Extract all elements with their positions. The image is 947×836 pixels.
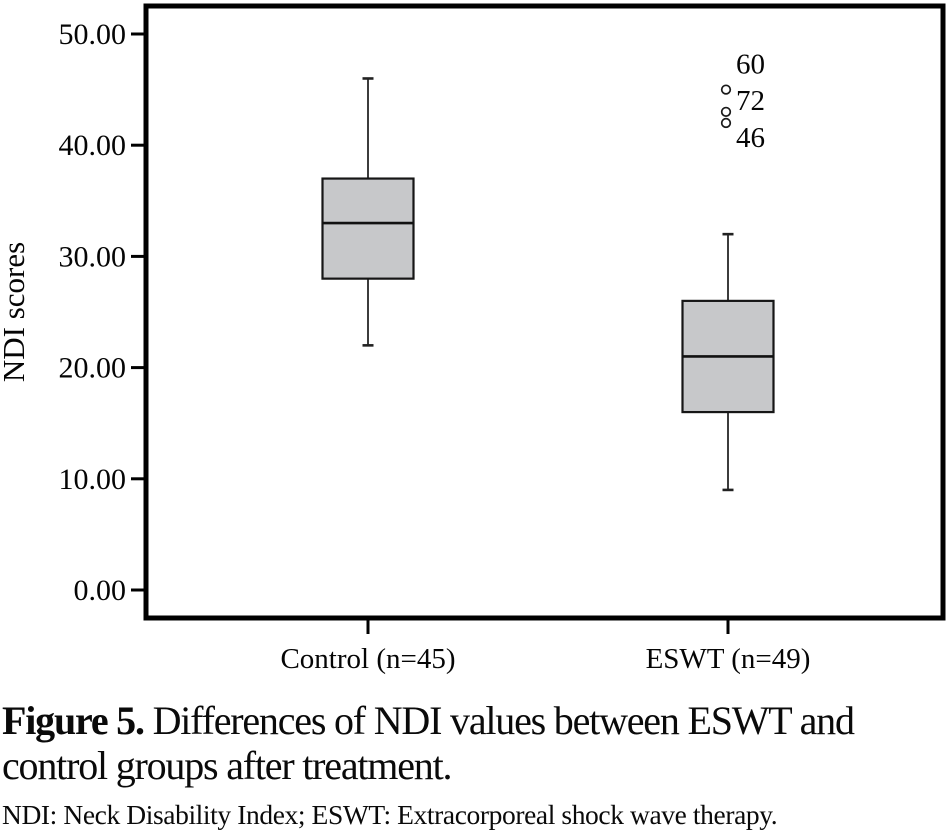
x-axis-category-label: Control (n=45) (280, 643, 455, 675)
outlier-marker (720, 84, 732, 95)
iqr-box (321, 177, 415, 280)
outlier-case-label: 46 (736, 122, 765, 154)
outlier-marker (720, 117, 732, 129)
x-axis-category-label: ESWT (n=49) (646, 643, 811, 675)
y-axis-tick-label: 0.00 (74, 574, 127, 607)
figure-caption-number: Figure 5. (2, 698, 145, 743)
plot-border (143, 3, 946, 621)
y-axis-tick-label: 50.00 (59, 18, 127, 51)
outlier-marker (720, 106, 732, 117)
figure-caption-line1: Figure 5. Differences of NDI values betw… (2, 698, 947, 743)
y-axis-title: NDI scores (0, 242, 31, 382)
outlier-case-label: 72 (736, 85, 765, 117)
y-axis-tick-label: 30.00 (59, 240, 127, 273)
boxplot-chart: 0.00 10.00 20.00 30.00 40.00 50.00 Control (n=… (0, 3, 946, 675)
figure-caption-text-line1: Differences of NDI values between ESWT a… (143, 698, 855, 743)
y-axis-tick-label: 40.00 (59, 129, 127, 162)
y-axis-tick-label: 20.00 (59, 352, 127, 385)
figure-caption: Figure 5. Differences of NDI values betw… (2, 698, 947, 788)
figure-footnote: NDI: Neck Disability Index; ESWT: Extrac… (2, 799, 778, 830)
figure-caption-line2: control groups after treatment. (2, 743, 452, 788)
outlier-case-label: 60 (736, 49, 765, 81)
y-axis-tick-label: 10.00 (59, 463, 127, 496)
